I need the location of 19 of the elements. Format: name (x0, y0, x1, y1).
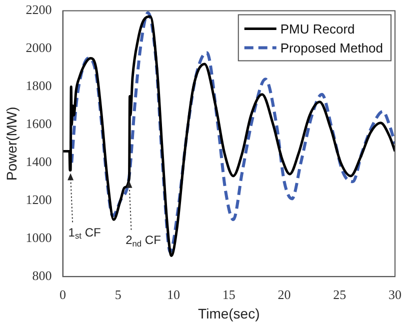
x-tick-label: 30 (388, 286, 402, 302)
legend-label: PMU Record (280, 21, 355, 36)
y-tick-label: 1800 (26, 78, 52, 94)
y-tick-label: 2000 (26, 40, 52, 56)
x-tick-label: 20 (278, 286, 291, 302)
x-tick-label: 10 (167, 286, 180, 302)
y-tick-label: 1400 (26, 154, 52, 170)
x-tick-label: 5 (114, 286, 122, 302)
y-tick-label: 800 (32, 268, 52, 284)
y-tick-label: 1200 (26, 192, 52, 208)
x-tick-label: 15 (222, 286, 236, 302)
y-tick-label: 1000 (26, 230, 52, 246)
x-axis-title: Time(sec) (198, 305, 260, 322)
y-tick-label: 2200 (26, 2, 52, 18)
x-tick-label: 0 (60, 286, 66, 302)
x-tick-label: 25 (333, 286, 346, 302)
legend-label: Proposed Method (280, 40, 383, 56)
y-axis-title: Power(MW) (3, 106, 20, 181)
y-tick-label: 1600 (26, 116, 52, 132)
